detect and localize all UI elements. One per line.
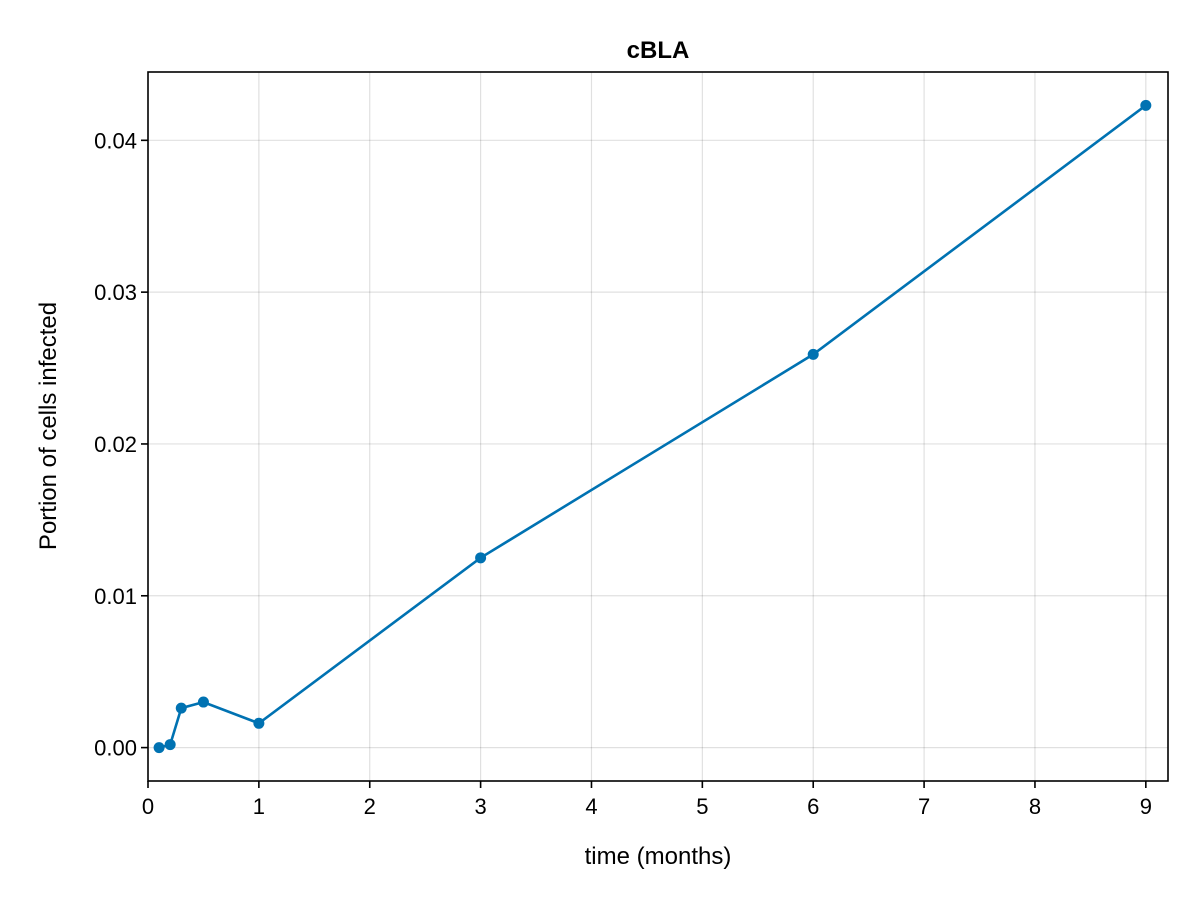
x-tick-label: 3 — [474, 794, 486, 819]
y-tick-label: 0.03 — [94, 280, 137, 305]
grid-lines — [147, 72, 1168, 781]
y-tick-label: 0.01 — [94, 584, 137, 609]
axis-ticks: 0 1 2 3 4 5 6 7 8 9 0.00 0.01 0.02 0.03 0.04 — [94, 128, 1152, 819]
data-point — [197, 696, 209, 708]
chart-title: cBLA — [627, 37, 690, 64]
x-tick-label: 6 — [807, 794, 819, 819]
x-tick-label: 0 — [142, 794, 154, 819]
x-tick-label: 2 — [364, 794, 376, 819]
x-tick-label: 5 — [696, 794, 708, 819]
series-line — [158, 104, 1147, 749]
x-tick-label: 9 — [1140, 794, 1152, 819]
data-point — [475, 552, 487, 564]
data-point — [164, 739, 176, 751]
data-point — [153, 742, 165, 754]
x-tick-label: 1 — [253, 794, 265, 819]
data-point — [807, 348, 819, 360]
x-tick-label: 4 — [585, 794, 597, 819]
x-tick-label: 7 — [918, 794, 930, 819]
series — [153, 99, 1152, 754]
x-tick-label: 8 — [1029, 794, 1041, 819]
y-tick-label: 0.00 — [94, 736, 137, 761]
x-axis-label: time (months) — [585, 843, 732, 870]
data-point — [175, 702, 187, 714]
y-tick-label: 0.02 — [94, 432, 137, 457]
data-point — [1140, 99, 1152, 111]
plot-frame — [147, 71, 1169, 782]
y-axis-label: Portion of cells infected — [35, 302, 62, 550]
data-point — [253, 717, 265, 729]
y-tick-label: 0.04 — [94, 128, 137, 153]
